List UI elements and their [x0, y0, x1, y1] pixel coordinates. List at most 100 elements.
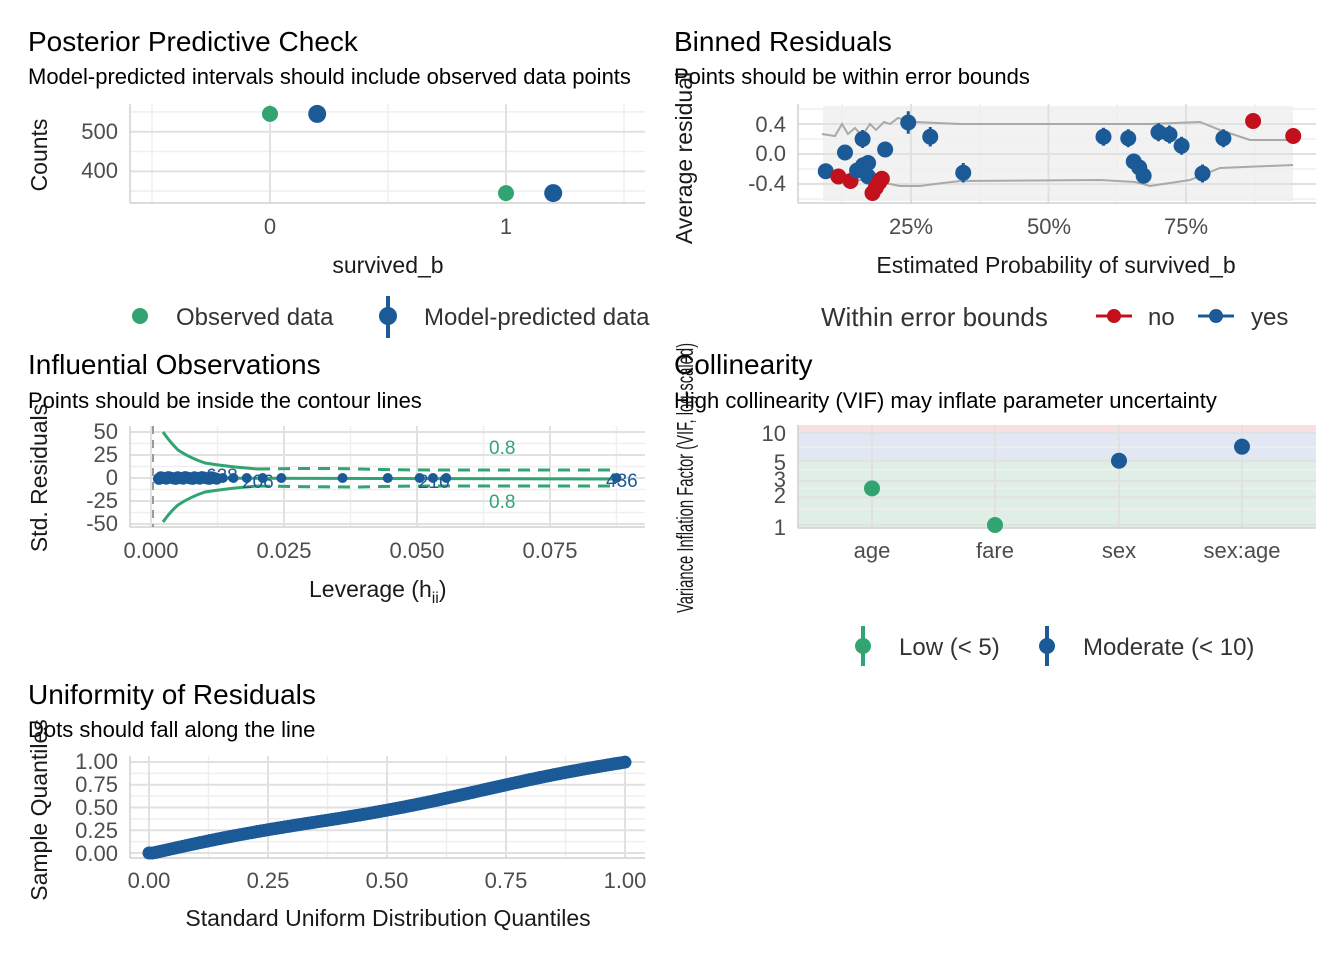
vif-xtick-fare: fare — [976, 538, 1014, 563]
io-ytick--50: -50 — [86, 511, 118, 536]
io-xtick-050: 0.050 — [389, 538, 444, 563]
br-points — [817, 111, 1302, 201]
vif-subtitle: High collinearity (VIF) may inflate para… — [674, 388, 1217, 413]
br-point-26 — [1215, 130, 1232, 147]
qq-ytick-050: 0.50 — [75, 795, 118, 820]
br-point-16 — [955, 164, 972, 181]
io-xtick-0: 0.000 — [123, 538, 178, 563]
io-ytick--25: -25 — [86, 488, 118, 513]
io-contour-lower-solid — [161, 484, 259, 523]
br-point-5 — [854, 131, 871, 147]
br-point-24 — [1173, 137, 1190, 154]
br-point-12 — [873, 170, 890, 187]
qq-ylabel: Sample Quantiles — [26, 719, 52, 901]
vif-xtick-sexage: sex:age — [1203, 538, 1280, 563]
vif-ytick-2: 2 — [774, 483, 786, 508]
io-point-37 — [337, 473, 348, 483]
br-xtick-25: 25% — [889, 214, 933, 239]
io-point-40 — [427, 473, 438, 483]
io-xtick-075: 0.075 — [522, 538, 577, 563]
ppc-points — [262, 104, 563, 203]
br-point-27 — [1245, 113, 1262, 129]
vif-xtick-sex: sex — [1102, 538, 1136, 563]
ppc-point-observed-0 — [262, 105, 278, 122]
io-point-34 — [241, 473, 252, 483]
ppc-legend-observed-label: Observed data — [176, 304, 334, 331]
br-subtitle-bg — [674, 58, 1114, 92]
br-point-14 — [900, 114, 917, 131]
vif-ytick-3: 3 — [774, 467, 786, 492]
br-xtick-50: 50% — [1027, 214, 1071, 239]
vif-gridlines — [797, 425, 1316, 529]
qq-gridlines — [129, 756, 645, 859]
io-xlabel: Leverage (hii) — [309, 576, 447, 607]
ppc-ytick-400: 400 — [81, 158, 118, 183]
io-title: Influential Observations — [28, 349, 321, 380]
br-xlabel: Estimated Probability of survived_b — [876, 252, 1235, 278]
vif-ytick-10: 10 — [762, 421, 786, 446]
br-point-8 — [860, 155, 877, 171]
panel-binned-residuals: Binned Residuals Points should be within… — [671, 26, 1316, 332]
qq-points — [142, 755, 632, 860]
vif-point-sex — [1111, 452, 1127, 469]
br-point-25 — [1194, 165, 1211, 182]
vif-legend-low-label: Low (< 5) — [899, 634, 1000, 661]
qq-xtick-025: 0.25 — [247, 868, 290, 893]
panel-posterior-predictive-check: Posterior Predictive Check Model-predict… — [26, 26, 650, 338]
qq-xlabel: Standard Uniform Distribution Quantiles — [185, 905, 590, 931]
io-point-label-210: 210 — [418, 472, 450, 493]
panel-uniformity-of-residuals: Uniformity of Residuals Dots should fall… — [26, 679, 646, 931]
io-point-42 — [611, 473, 622, 483]
io-point-label-628: 628 — [206, 466, 238, 487]
br-point-21 — [1135, 167, 1152, 184]
vif-point-fare — [987, 517, 1003, 533]
qq-xtick-000: 0.00 — [128, 868, 171, 893]
io-ytick-50: 50 — [94, 419, 118, 444]
ppc-legend-observed-key — [132, 308, 148, 324]
br-point-18 — [1120, 130, 1137, 147]
vif-legend-moderate-label: Moderate (< 10) — [1083, 634, 1254, 661]
io-contour-label-lower: 0.8 — [489, 492, 515, 513]
vif-points — [864, 438, 1250, 533]
io-xlabel-main: Leverage (h — [309, 576, 432, 602]
vif-xtick-age: age — [854, 538, 891, 563]
panel-collinearity: Collinearity High collinearity (VIF) may… — [672, 343, 1316, 666]
io-point-41 — [441, 473, 452, 483]
vif-legend-moderate-key — [1039, 638, 1055, 654]
io-contour-label-upper: 0.8 — [489, 438, 515, 459]
br-ytick--0.4: -0.4 — [748, 171, 786, 196]
br-point-17 — [1095, 128, 1112, 145]
br-title: Binned Residuals — [674, 26, 892, 57]
io-ytick-0: 0 — [106, 465, 118, 490]
ppc-gridlines — [129, 104, 645, 204]
io-point-35 — [257, 473, 268, 483]
qq-title: Uniformity of Residuals — [28, 679, 316, 710]
qq-xtick-100: 1.00 — [604, 868, 647, 893]
br-ylabel: Average residual — [671, 72, 697, 244]
ppc-point-predicted-0 — [308, 104, 327, 123]
io-point-33 — [228, 473, 239, 483]
vif-point-age — [864, 480, 880, 497]
ppc-legend-predicted-label: Model-predicted data — [424, 304, 650, 331]
qq-ytick-025: 0.25 — [75, 818, 118, 843]
br-legend-title: Within error bounds — [821, 302, 1048, 332]
ppc-ylabel: Counts — [26, 119, 52, 192]
br-legend-yes-label: yes — [1251, 304, 1288, 331]
qq-ytick-075: 0.75 — [75, 772, 118, 797]
io-subtitle: Points should be inside the contour line… — [28, 388, 422, 413]
br-ytick-0.0: 0.0 — [755, 141, 786, 166]
io-point-label-206: 206 — [242, 472, 274, 493]
vif-ytick-1: 1 — [774, 515, 786, 540]
br-point-0 — [817, 163, 834, 180]
vif-legend-low-key — [855, 638, 871, 654]
io-xtick-025: 0.025 — [256, 538, 311, 563]
br-point-15 — [922, 128, 939, 145]
qq-ytick-100: 1.00 — [75, 749, 118, 774]
br-point-2 — [837, 144, 853, 161]
io-contour-lower-dashed — [257, 484, 612, 489]
ppc-point-observed-1 — [498, 185, 514, 202]
io-contour-upper-solid — [161, 431, 259, 471]
br-point-28 — [1285, 128, 1302, 144]
ppc-subtitle: Model-predicted intervals should include… — [28, 64, 631, 89]
